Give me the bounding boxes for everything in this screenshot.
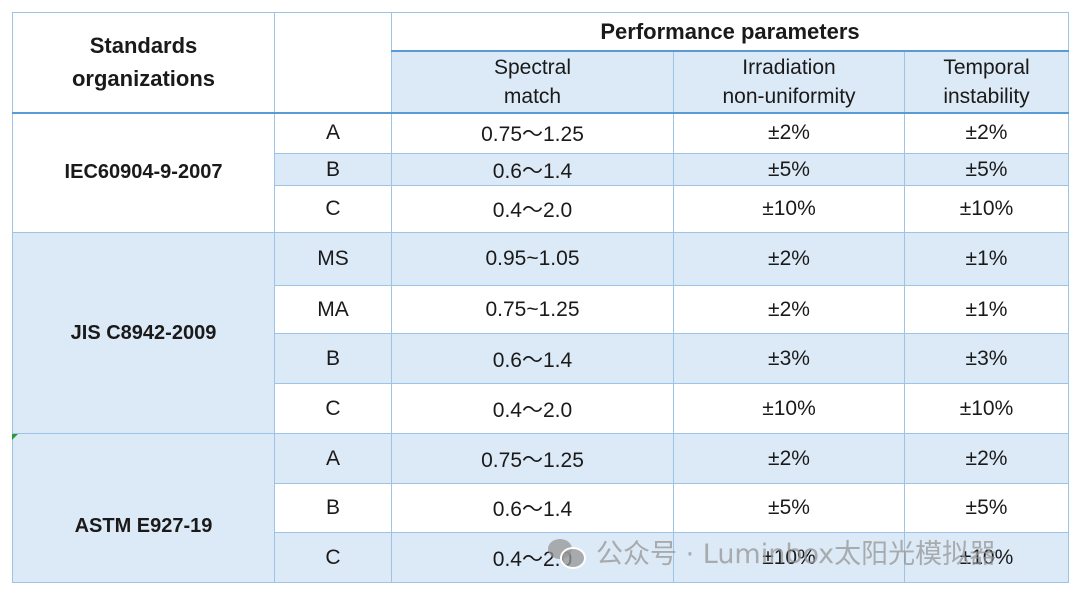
spectral-cell: 0.75~1.25: [391, 285, 674, 334]
grade-cell: B: [274, 483, 392, 533]
temporal-cell: ±2%: [904, 112, 1069, 154]
table-row: C 0.4～2.0 ±10% ±10%: [13, 532, 1069, 583]
group-name-cell: ASTM E927-19: [12, 433, 275, 583]
table-row: C 0.4～2.0 ±10% ±10%: [13, 185, 1069, 233]
table-row: C 0.4～2.0 ±10% ±10%: [13, 383, 1069, 434]
spectral-cell: 0.4～2.0: [391, 383, 674, 434]
standards-table: Standards organizations Performance para…: [12, 12, 1069, 583]
wechat-icon: [548, 537, 586, 569]
grade-cell: MA: [274, 285, 392, 334]
irradiation-header-line1: Irradiation: [742, 55, 836, 79]
grade-cell: A: [274, 112, 392, 154]
temporal-cell: ±5%: [904, 483, 1069, 533]
irradiation-cell: ±10%: [673, 532, 905, 583]
group-name-cell: JIS C8942-2009: [12, 232, 275, 434]
temporal-header-line2: instability: [943, 84, 1030, 108]
table-row: MA 0.75~1.25 ±2% ±1%: [13, 285, 1069, 334]
temporal-header-cell: Temporal instability: [904, 50, 1069, 114]
temporal-cell: ±2%: [904, 433, 1069, 484]
spectral-cell: 0.4～2.0: [391, 532, 674, 583]
table-row: B 0.6～1.4 ±5% ±5%: [13, 153, 1069, 186]
temporal-cell: ±10%: [904, 532, 1069, 583]
grade-cell: B: [274, 333, 392, 384]
spectral-header-line1: Spectral: [493, 55, 572, 79]
irradiation-cell: ±10%: [673, 185, 905, 233]
table-row: IEC60904-9-2007 A 0.75～1.25 ±2% ±2%: [12, 112, 1069, 233]
org-header-cell: Standards organizations: [12, 12, 275, 114]
perf-header-label: Performance parameters: [600, 18, 860, 44]
grade-cell: C: [274, 383, 392, 434]
spectral-header-line2: match: [503, 84, 562, 108]
group-name-cell: IEC60904-9-2007: [12, 112, 275, 233]
irradiation-cell: ±5%: [673, 153, 905, 186]
spectral-cell: 0.75～1.25: [391, 112, 674, 154]
spectral-cell: 0.6～1.4: [391, 333, 674, 384]
table-row: B 0.6～1.4 ±3% ±3%: [13, 333, 1069, 384]
grade-cell: A: [274, 433, 392, 484]
irradiation-header-cell: Irradiation non-uniformity: [673, 50, 905, 114]
irradiation-cell: ±2%: [673, 232, 905, 286]
table-row: B 0.6～1.4 ±5% ±5%: [13, 483, 1069, 533]
table-row: ASTM E927-19 A 0.75～1.25 ±2% ±2%: [12, 433, 1069, 583]
irradiation-header-line2: non-uniformity: [722, 84, 856, 108]
temporal-cell: ±3%: [904, 333, 1069, 384]
perf-header-cell: Performance parameters: [391, 12, 1069, 52]
irradiation-cell: ±3%: [673, 333, 905, 384]
grade-cell: C: [274, 532, 392, 583]
watermark-text: 公众号 · Luminbox太阳光模拟器: [596, 539, 997, 570]
spectral-cell: 0.6～1.4: [391, 483, 674, 533]
watermark: 公众号 · Luminbox太阳光模拟器: [548, 532, 996, 571]
temporal-header-line1: Temporal: [943, 55, 1030, 79]
temporal-cell: ±1%: [904, 285, 1069, 334]
table-row: JIS C8942-2009 MS 0.95~1.05 ±2% ±1%: [12, 232, 1069, 434]
grade-cell: B: [274, 153, 392, 186]
irradiation-cell: ±2%: [673, 285, 905, 334]
spectral-cell: 0.95~1.05: [391, 232, 674, 286]
irradiation-cell: ±2%: [673, 433, 905, 484]
corner-marker: [12, 434, 18, 440]
temporal-cell: ±10%: [904, 185, 1069, 233]
grade-header-cell: [274, 12, 392, 114]
temporal-cell: ±10%: [904, 383, 1069, 434]
spectral-cell: 0.75～1.25: [391, 433, 674, 484]
org-header-label: Standards organizations: [71, 33, 215, 92]
spectral-cell: 0.6～1.4: [391, 153, 674, 186]
temporal-cell: ±1%: [904, 232, 1069, 286]
temporal-cell: ±5%: [904, 153, 1069, 186]
irradiation-cell: ±5%: [673, 483, 905, 533]
spectral-cell: 0.4～2.0: [391, 185, 674, 233]
irradiation-cell: ±10%: [673, 383, 905, 434]
grade-cell: C: [274, 185, 392, 233]
irradiation-cell: ±2%: [673, 112, 905, 154]
grade-cell: MS: [274, 232, 392, 286]
spectral-header-cell: Spectral match: [391, 50, 674, 114]
